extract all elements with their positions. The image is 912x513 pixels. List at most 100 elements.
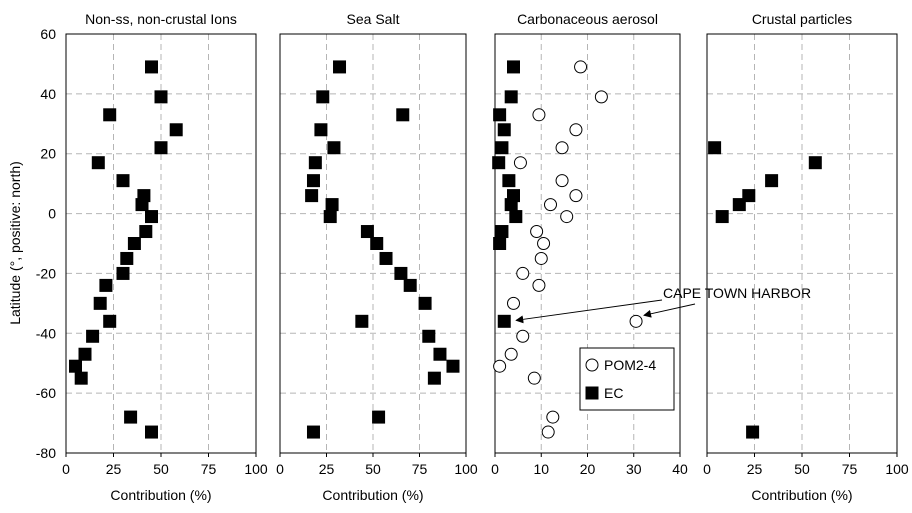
legend-marker-pom2-4 [585,358,599,372]
x-tick-label: 40 [672,461,688,477]
data-point-pom2-4 [537,237,551,250]
x-tick-label: 75 [201,461,217,477]
panel-title: Crustal particles [752,11,852,27]
data-point-series [69,359,82,373]
x-tick-label: 100 [244,461,268,477]
legend: POM2-4 EC [579,347,675,411]
panel-carbonaceous-aerosol: 0 10 20 30 40 Carbonaceous aerosol POM2-4 EC [491,11,688,477]
data-point-ec [492,156,506,170]
y-axis-label: Latitude (°, positive: north) [7,161,23,325]
data-point-series [93,296,107,310]
x-tick-label: 50 [365,461,381,477]
y-tick-label: 60 [40,26,56,42]
data-point-series [433,347,447,361]
data-point-series [127,237,141,250]
data-point-series [99,278,113,292]
data-point-series [103,314,117,328]
y-tick-label: -20 [36,265,56,281]
data-point-series [360,225,374,239]
data-point-series [396,108,410,122]
data-point-series [145,425,158,439]
data-point-series [116,266,130,280]
data-point-series [422,329,436,343]
data-point-series [370,237,384,250]
data-point-series [306,174,320,188]
data-point-series [120,251,134,265]
data-point-series [86,329,100,343]
data-point-ec [504,198,518,212]
y-tick-label: -60 [36,385,56,401]
data-point-ec [495,141,509,155]
data-point-series [746,425,760,439]
annotation-arrow [515,299,663,324]
data-point-pom2-4 [507,296,520,310]
legend-label-pom2-4: POM2-4 [604,357,656,373]
data-point-ec [504,90,518,104]
annotation-arrow [643,303,696,318]
x-axis-label: Contribution (%) [322,487,423,503]
panel-title: Non-ss, non-crustal Ions [85,11,237,27]
data-point-ec [493,108,507,122]
panel-non-ss-non-crustal-ions: 0 25 50 75 100 Non-ss, non-crustal Ions Contri… [62,11,268,503]
data-point-ec [502,174,516,188]
data-point-pom2-4 [516,329,530,343]
x-tick-label: 25 [106,461,122,477]
data-point-series [154,141,168,155]
x-tick-label: 20 [580,461,596,477]
data-point-series [808,156,822,170]
y-tick-label: 40 [40,86,56,102]
data-point-ec [507,60,520,74]
data-point-pom2-4 [594,90,608,104]
y-tick-label: 20 [40,146,56,162]
data-point-series [91,156,105,170]
panel-title: Sea Salt [347,11,400,27]
data-point-pom2-4 [532,278,546,292]
data-point-pom2-4 [527,371,541,385]
data-point-series [139,225,153,239]
data-point-series [145,210,158,224]
x-tick-label: 100 [885,461,909,477]
x-tick-label: 50 [794,461,810,477]
x-tick-label: 100 [454,461,478,477]
x-tick-label: 75 [842,461,858,477]
data-point-series [74,371,88,385]
x-tick-label: 75 [412,461,428,477]
data-point-series [333,60,347,74]
data-point-pom2-4 [493,359,507,373]
legend-label-ec: EC [604,385,623,401]
data-point-pom2-4 [513,156,527,170]
data-point-ec [495,225,509,239]
data-point-pom2-4 [516,266,530,280]
data-point-series [124,410,138,424]
data-point-ec [497,123,511,137]
y-tick-label: -80 [36,445,56,461]
x-tick-label: 25 [747,461,763,477]
data-point-series [135,198,149,212]
data-point-series [732,198,746,212]
data-point-series [715,210,729,224]
data-point-series [325,198,339,212]
x-tick-label: 10 [533,461,549,477]
x-tick-label: 0 [276,461,284,477]
data-point-series [306,425,320,439]
panel-crustal-particles: 0 25 50 75 100 Crustal particles Contribution … [703,11,909,503]
data-point-series [145,60,158,74]
x-tick-label: 50 [153,461,169,477]
data-point-pom2-4 [569,123,583,137]
data-point-series [418,296,432,310]
data-point-pom2-4 [555,174,569,188]
panel-title: Carbonaceous aerosol [517,11,658,27]
data-point-pom2-4 [544,198,557,212]
data-point-ec [497,314,511,328]
data-point-series [355,314,369,328]
y-tick-label: -40 [36,325,56,341]
annotation-cape-town-harbor: CAPE TOWN HARBOR [663,285,811,301]
data-point-pom2-4 [541,425,555,439]
data-point-series [316,90,330,104]
data-point-pom2-4 [569,189,583,203]
data-point-series [446,359,460,373]
data-point-series [403,278,417,292]
data-point-series [169,123,183,137]
